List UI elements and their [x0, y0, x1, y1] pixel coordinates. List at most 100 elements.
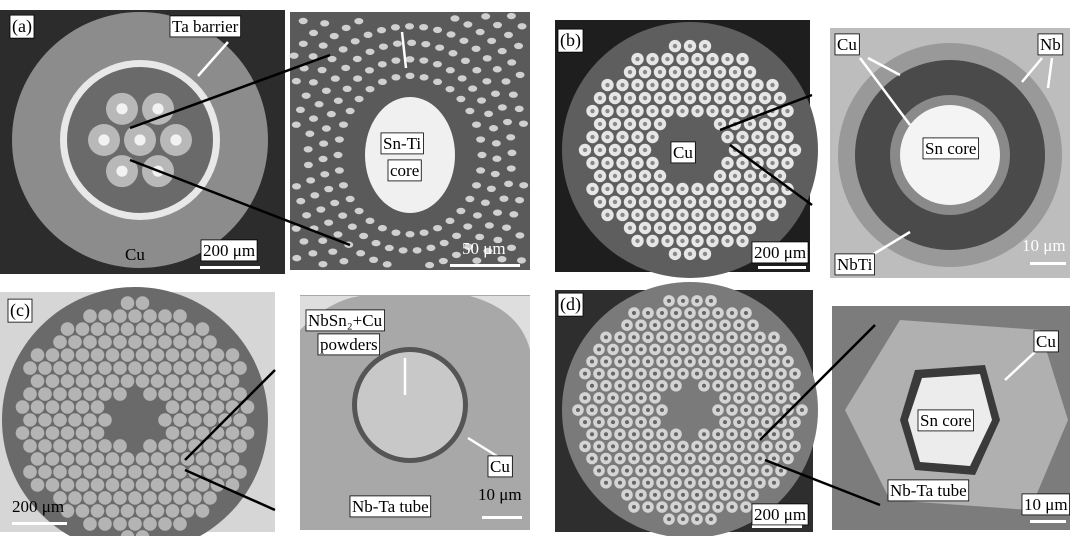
filament [302, 212, 311, 218]
annotation: Cu [673, 143, 693, 162]
filament [605, 83, 609, 87]
filament [688, 252, 692, 256]
filament [639, 347, 643, 351]
filament [613, 122, 617, 126]
filament [605, 161, 609, 165]
filament [660, 335, 664, 339]
filament [628, 174, 632, 178]
filament [660, 432, 664, 436]
filament [658, 200, 662, 204]
filament [632, 359, 636, 363]
filament [353, 75, 362, 81]
filament [716, 311, 720, 315]
filament [121, 452, 135, 466]
filament [299, 18, 308, 24]
filament [31, 426, 45, 440]
filament [46, 400, 60, 414]
filament [335, 167, 344, 173]
filament [703, 252, 707, 256]
filament [583, 148, 587, 152]
filament [723, 323, 727, 327]
filament [188, 335, 202, 349]
filament [128, 335, 142, 349]
filament [681, 493, 685, 497]
filament [515, 106, 524, 112]
filament [91, 504, 105, 518]
filament [61, 426, 75, 440]
filament [658, 70, 662, 74]
filament [487, 38, 496, 44]
filament [758, 456, 762, 460]
filament [723, 347, 727, 351]
filament [604, 481, 608, 485]
filament [136, 322, 150, 336]
filament [98, 439, 112, 453]
filament [660, 384, 664, 388]
filament [667, 493, 671, 497]
filament [506, 134, 515, 140]
filament [751, 323, 755, 327]
filament [23, 439, 37, 453]
filament [695, 444, 699, 448]
filament [31, 374, 45, 388]
filament [598, 122, 602, 126]
filament [681, 517, 685, 521]
filament [143, 361, 157, 375]
filament [211, 400, 225, 414]
filament [650, 187, 654, 191]
filament [91, 322, 105, 336]
filament [233, 439, 247, 453]
filament [618, 408, 622, 412]
filament [737, 396, 741, 400]
filament [166, 426, 180, 440]
filament [419, 24, 428, 30]
filament [121, 348, 135, 362]
filament [233, 413, 247, 427]
scale-label: 10 μm [1022, 236, 1066, 255]
filament [628, 122, 632, 126]
filament [625, 396, 629, 400]
filament [355, 96, 364, 102]
filament [211, 348, 225, 362]
filament [68, 491, 82, 505]
filament [604, 335, 608, 339]
filament [744, 505, 748, 509]
filament [786, 456, 790, 460]
filament [778, 174, 782, 178]
filament [341, 65, 350, 71]
filament [324, 186, 333, 192]
filament [763, 96, 767, 100]
filament [751, 396, 755, 400]
filament [632, 311, 636, 315]
filament [763, 174, 767, 178]
scale-label: 10 μm [1024, 495, 1068, 514]
filament [309, 30, 318, 36]
filament [590, 359, 594, 363]
filament [339, 182, 348, 188]
filament [128, 517, 142, 531]
filament [318, 261, 327, 267]
filament [98, 465, 112, 479]
filament [456, 208, 465, 214]
filament [481, 13, 490, 19]
filament [366, 49, 375, 55]
filament [53, 387, 67, 401]
annotation: Sn core [920, 411, 971, 430]
filament [590, 135, 594, 139]
filament [433, 225, 442, 231]
filament [502, 78, 511, 84]
filament [196, 322, 210, 336]
filament [658, 96, 662, 100]
filament [758, 408, 762, 412]
filament [725, 161, 729, 165]
filament [730, 335, 734, 339]
filament [98, 517, 112, 531]
filament [53, 361, 67, 375]
filament [365, 218, 374, 224]
filament [181, 504, 195, 518]
filament [516, 72, 525, 78]
filament [309, 115, 318, 121]
filament [378, 225, 387, 231]
filament [695, 109, 699, 113]
filament [650, 213, 654, 217]
